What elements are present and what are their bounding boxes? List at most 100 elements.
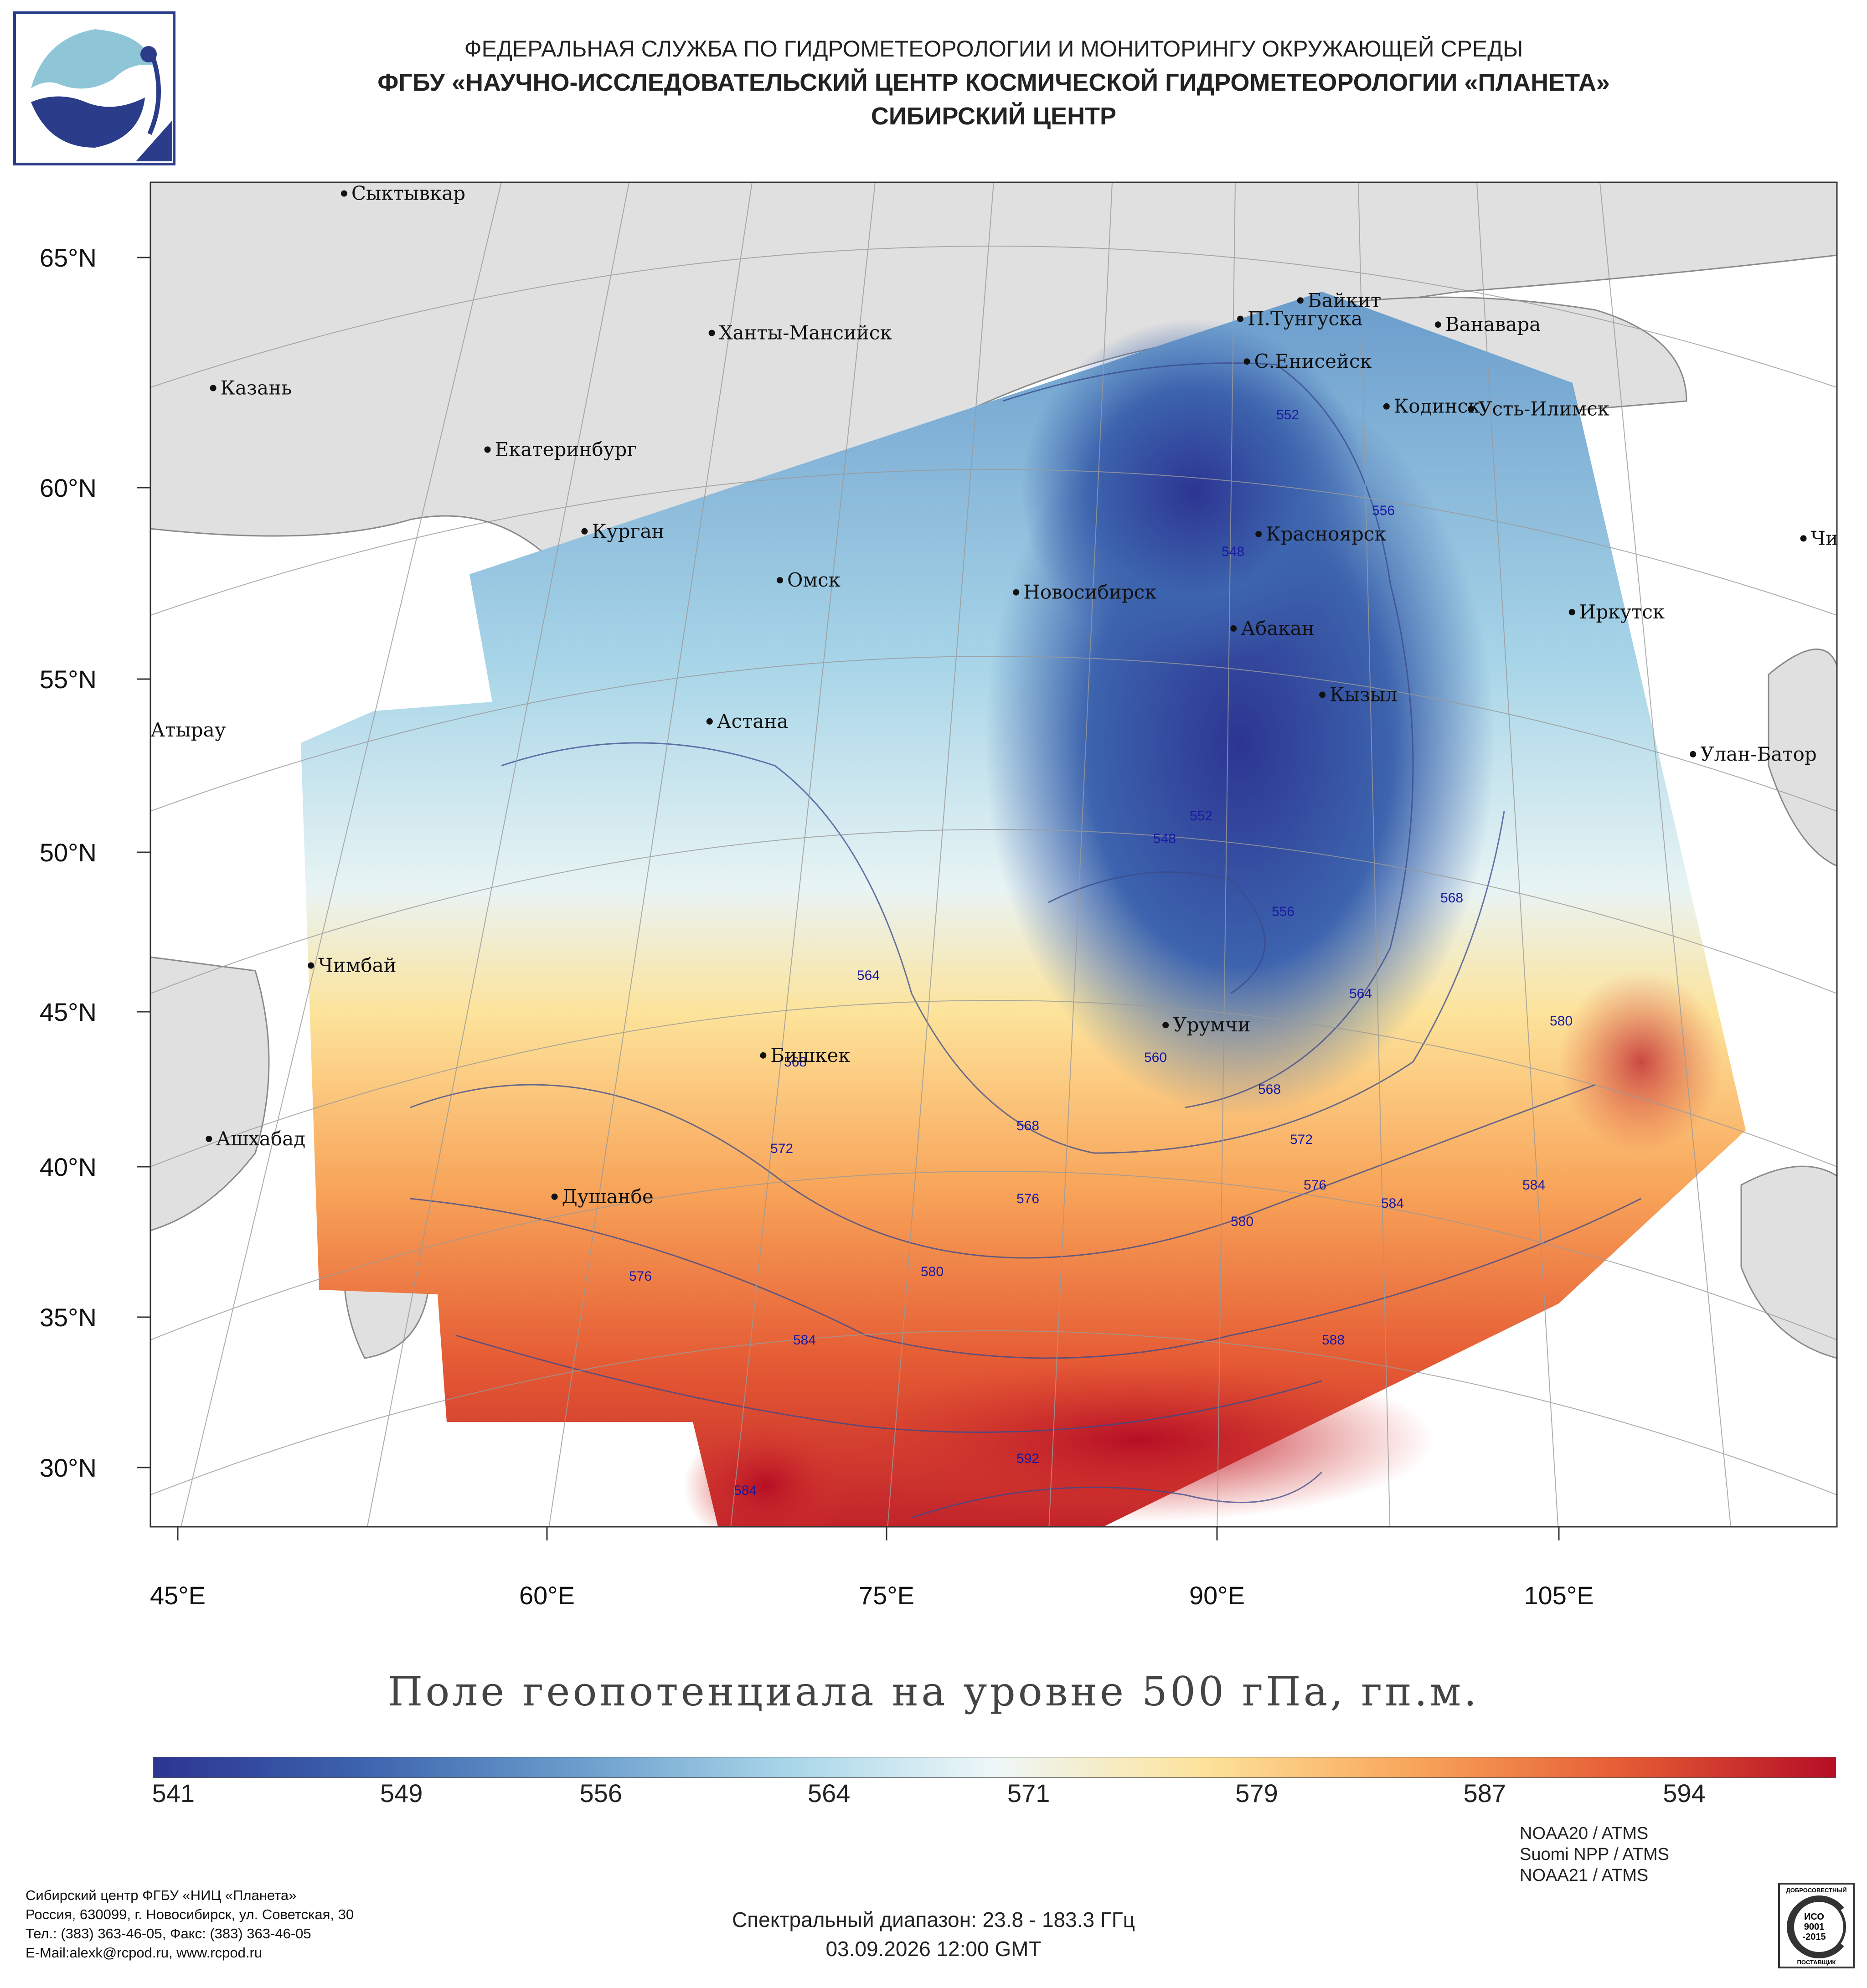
contour-label: 576 [629,1269,652,1284]
contour-label: 556 [1272,904,1295,919]
lat-label-35: 35°N [40,1303,97,1332]
city-label: Туруханск [1115,173,1220,175]
contour-label: 580 [1550,1014,1573,1029]
city-label: Чита [1811,527,1861,549]
lat-label-30: 30°N [40,1453,97,1482]
city-dot [1013,589,1020,596]
org-line: E-Mail:alexk@rcpod.ru, www.rcpod.ru [26,1945,263,1961]
city-marker: Чимбай [308,954,397,977]
city-label: Улан-Батор [1700,743,1817,765]
lat-label-60: 60°N [40,474,97,502]
city-markers: ДиксонХатангаСабеттаАрхангельскНорильскИ… [0,173,1861,1208]
header: ФЕДЕРАЛЬНАЯ СЛУЖБА ПО ГИДРОМЕТЕОРОЛОГИИ … [0,0,1867,173]
city-label: Кызыл [1330,683,1398,706]
city-marker: Бишкек [760,1044,851,1066]
colorbar-tick-label: 587 [1463,1779,1506,1808]
city-label: Астана [717,710,789,732]
city-dot [308,962,315,969]
city-marker: Иркутск [1568,601,1665,623]
lat-label-40: 40°N [40,1153,97,1181]
city-marker: Курган [581,520,665,542]
contour-label: 580 [921,1264,944,1279]
city-dot [777,577,783,584]
contour-label: 576 [1016,1191,1039,1206]
city-label: Байкит [1308,289,1381,311]
city-label: Воронеж [0,396,13,418]
city-label: Атырау [150,719,226,741]
contour-label: 584 [1381,1196,1404,1211]
city-marker: Астана [706,710,789,732]
city-dot [1162,1022,1169,1029]
map-title: Поле геопотенциала на уровне 500 гПа, гп… [387,1668,1480,1715]
instrument-item: NOAA20 / ATMS [1520,1824,1649,1843]
contour-label: 552 [1190,809,1212,824]
city-label: Урумчи [1173,1014,1250,1036]
city-dot [706,718,713,725]
org-line: Сибирский центр ФГБУ «НИЦ «Планета» [26,1887,297,1903]
city-dot [1383,403,1390,410]
city-label: Тегеран [0,1123,43,1146]
city-marker: Омск [777,569,841,591]
city-label: С.Енисейск [1254,350,1372,372]
city-marker: Чита [1800,527,1861,549]
contour-label: 588 [1322,1333,1345,1348]
city-dot [708,330,715,336]
city-dot [140,727,146,733]
geopotential-field [301,292,1746,1527]
spectral-range: Спектральный диапазон: 23.8 - 183.3 ГГц [732,1908,1135,1931]
lat-label-45: 45°N [40,998,97,1026]
contour-label: 584 [734,1483,757,1498]
colorbar-tick-label: 564 [807,1779,851,1808]
graticule [150,182,1837,1527]
city-marker: Ашхабад [206,1128,305,1150]
city-label: Екатеринбург [495,438,637,461]
city-marker: Ванавара [1434,313,1541,335]
city-marker: Атырау [140,719,226,741]
lon-label-75: 75°E [859,1581,914,1610]
contour-label: 572 [770,1141,793,1156]
organization-info: Сибирский центр ФГБУ «НИЦ «Планета» Росс… [26,1886,354,1962]
city-dot [340,190,347,197]
city-dot [1237,315,1244,322]
city-dot [551,1193,558,1200]
city-marker: Казань [210,377,292,399]
city-dot [1434,321,1441,328]
org-line: Россия, 630099, г. Новосибирск, ул. Сове… [26,1906,354,1922]
contour-label: 592 [1016,1451,1039,1466]
iso-badge-mid1: ИСО [1804,1912,1824,1922]
institute-name: ФГБУ «НАУЧНО-ИССЛЕДОВАТЕЛЬСКИЙ ЦЕНТР КОС… [377,69,1610,96]
city-label: Ханты-Мансийск [719,322,892,344]
city-label: Новосибирск [1023,581,1156,603]
city-dot [484,446,491,453]
city-marker: С.Енисейск [1243,350,1372,372]
contour-label: 580 [1231,1214,1253,1229]
colorbar-tick-label: 594 [1663,1779,1706,1808]
city-label: Усть-Илимск [1478,397,1609,420]
colorbar-tick-label: 549 [380,1779,423,1808]
agency-name: ФЕДЕРАЛЬНАЯ СЛУЖБА ПО ГИДРОМЕТЕОРОЛОГИИ … [464,36,1523,62]
contour-label: 564 [1349,986,1372,1001]
contour-label: 584 [1522,1178,1545,1193]
city-dot [1690,751,1697,757]
city-marker: Новосибирск [1013,581,1157,603]
contour-label: 552 [1276,407,1299,422]
instrument-item: Suomi NPP / ATMS [1520,1845,1670,1864]
city-dot [1468,406,1475,412]
iso-badge-mid3: -2015 [1802,1932,1826,1942]
contour-lines [410,362,1641,1519]
colorbar-tick-label: 541 [152,1779,195,1808]
city-marker: Байкит [1297,289,1381,311]
city-marker: П.Тунгуска [1237,308,1362,330]
map-frame-content: 552 556 548 552 548 556 568 564 564 568 560 568 572 5… [0,173,1861,1527]
city-marker: Сыктывкар [340,182,465,205]
lat-label-55: 55°N [40,665,97,694]
colorbar [153,1757,1836,1778]
instrument-item: NOAA21 / ATMS [1520,1866,1649,1885]
longitude-axis: 45°E 60°E 75°E 90°E 105°E [150,1527,1594,1610]
iso-badge-mid2: 9001 [1804,1922,1825,1932]
city-dot [210,385,217,391]
city-label: Красноярск [1266,523,1386,545]
city-dot [1243,358,1250,365]
city-marker: Екатеринбург [484,438,637,461]
colorbar-labels: 541 549 556 564 571 579 587 594 [152,1778,1835,1810]
